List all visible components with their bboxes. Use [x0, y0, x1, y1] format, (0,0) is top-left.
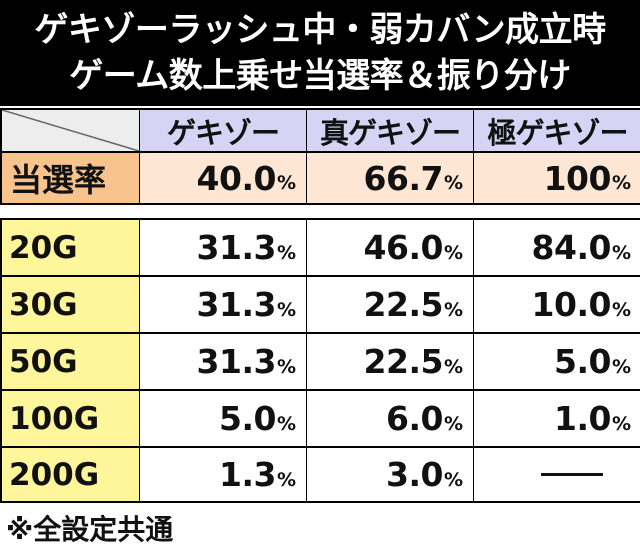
percent-unit: %: [443, 355, 463, 378]
table-cell: 31.3%: [140, 334, 306, 389]
percent-unit: %: [276, 241, 296, 264]
percent-unit: %: [611, 355, 631, 378]
table-cell: 46.0%: [307, 220, 473, 275]
corner-cell: [2, 110, 139, 151]
table-cell: 1.3%: [140, 448, 306, 501]
table-cell: 31.3%: [140, 277, 306, 332]
table-cell: 5.0%: [474, 334, 640, 389]
table-cell: 84.0%: [474, 220, 640, 275]
percent-unit: %: [611, 298, 631, 321]
percent-unit: %: [443, 172, 463, 194]
cell-value: 5.0: [553, 342, 611, 381]
column-header-shin-gekizo: 真ゲキゾー: [307, 110, 473, 151]
percent-unit: %: [611, 172, 631, 194]
percent-unit: %: [443, 468, 463, 491]
cell-value: 1.0: [553, 399, 611, 438]
table-cell: 22.5%: [307, 277, 473, 332]
cell-value: 22.5: [363, 342, 444, 381]
cell-value: 31.3: [196, 342, 277, 381]
table-cell: 31.3%: [140, 220, 306, 275]
cell-value: 1.3: [218, 455, 276, 494]
row-label-30g: 30G: [2, 277, 139, 332]
table-cell: 10.0%: [474, 277, 640, 332]
column-header-gekizo: ゲキゾー: [140, 110, 306, 151]
cell-value: 3.0: [385, 455, 443, 494]
cell-value: 84.0: [531, 228, 612, 267]
not-applicable-cell: [474, 448, 640, 501]
table-cell: 3.0%: [307, 448, 473, 501]
cell-value: 31.3: [196, 285, 277, 324]
title-line-2: ゲーム数上乗せ当選率＆振り分け: [69, 56, 571, 96]
percent-unit: %: [276, 412, 296, 435]
dash-icon: [540, 473, 603, 476]
percent-unit: %: [276, 355, 296, 378]
rate-value-cell: 100%: [474, 153, 640, 203]
distribution-table: 20G 31.3% 46.0% 84.0% 30G 31.3% 22.5% 10…: [0, 218, 640, 503]
row-label-20g: 20G: [2, 220, 139, 275]
row-label-100g: 100G: [2, 391, 139, 446]
percent-unit: %: [443, 241, 463, 264]
table-cell: 5.0%: [140, 391, 306, 446]
column-header-kiwami-gekizo: 極ゲキゾー: [474, 110, 640, 151]
cell-value: 5.0: [218, 399, 276, 438]
table-cell: 1.0%: [474, 391, 640, 446]
percent-unit: %: [443, 412, 463, 435]
title-line-1: ゲキゾーラッシュ中・弱カバン成立時: [34, 10, 606, 50]
diagonal-line-icon: [2, 110, 139, 151]
rate-table: ゲキゾー 真ゲキゾー 極ゲキゾー 当選率 40.0% 66.7% 100%: [0, 108, 640, 205]
rate-value: 40.0: [196, 158, 277, 198]
cell-value: 22.5: [363, 285, 444, 324]
percent-unit: %: [276, 298, 296, 321]
percent-unit: %: [443, 298, 463, 321]
percent-unit: %: [276, 468, 296, 491]
cell-value: 31.3: [196, 228, 277, 267]
rate-value: 100: [543, 158, 612, 198]
percent-unit: %: [276, 172, 296, 194]
percent-unit: %: [611, 241, 631, 264]
row-label-50g: 50G: [2, 334, 139, 389]
table-cell: 6.0%: [307, 391, 473, 446]
rate-value-cell: 66.7%: [307, 153, 473, 203]
rate-value: 66.7: [363, 158, 444, 198]
rate-row-label: 当選率: [2, 153, 139, 203]
cell-value: 10.0: [531, 285, 612, 324]
footnote: ※全設定共通: [6, 513, 174, 546]
row-label-200g: 200G: [2, 448, 139, 501]
cell-value: 6.0: [385, 399, 443, 438]
percent-unit: %: [611, 412, 631, 435]
title-bar: ゲキゾーラッシュ中・弱カバン成立時 ゲーム数上乗せ当選率＆振り分け: [0, 0, 640, 106]
cell-value: 46.0: [363, 228, 444, 267]
table-cell: 22.5%: [307, 334, 473, 389]
rate-value-cell: 40.0%: [140, 153, 306, 203]
